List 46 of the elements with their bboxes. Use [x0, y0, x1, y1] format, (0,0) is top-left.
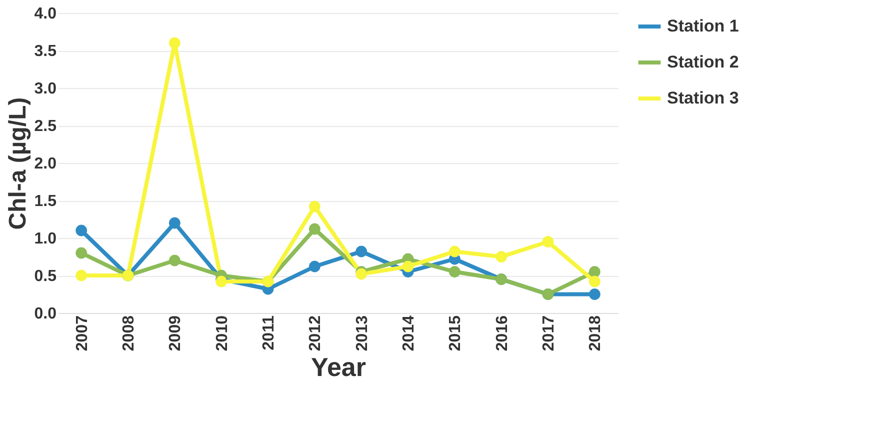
y-tick-label: 1.5	[34, 193, 57, 210]
x-tick-label: 2011	[260, 315, 278, 350]
point	[356, 268, 368, 280]
point	[308, 260, 320, 272]
point	[588, 288, 600, 300]
x-tick-label: 2007	[74, 315, 91, 352]
x-tick-label: 2014	[400, 315, 418, 352]
point	[542, 236, 554, 248]
point	[356, 246, 368, 258]
point	[168, 37, 180, 49]
x-tick-label: 2009	[167, 315, 184, 352]
point	[168, 254, 180, 266]
point	[588, 266, 600, 278]
y-tick-label: 2.0	[34, 156, 57, 172]
y-tick-label: 3.0	[34, 80, 57, 98]
y-tick-label: 4.0	[34, 6, 57, 22]
x-tick-label: 2015	[447, 315, 464, 352]
y-tick-label: 0.5	[34, 268, 57, 285]
point	[308, 200, 320, 212]
x-tick-label: 2018	[587, 315, 604, 352]
point	[448, 246, 460, 258]
point	[588, 276, 600, 288]
x-axis-title: Year	[311, 352, 366, 382]
point	[216, 276, 228, 288]
legend-label: Station 1	[667, 16, 739, 36]
legend-label: Station 3	[667, 88, 739, 108]
y-tick-label: 1.0	[34, 230, 57, 248]
x-tick-label: 2008	[120, 315, 138, 352]
point	[76, 247, 88, 259]
point	[448, 266, 460, 278]
point	[402, 260, 414, 272]
x-tick-label: 2017	[540, 315, 558, 352]
point	[76, 224, 88, 236]
x-tick-label: 2012	[307, 315, 324, 352]
point	[168, 217, 180, 229]
legend-label: Station 2	[667, 52, 739, 72]
point	[76, 270, 88, 282]
x-tick-label: 2016	[494, 315, 511, 352]
x-tick-label: 2010	[214, 315, 231, 352]
point	[308, 223, 320, 235]
y-tick-label: 0.0	[34, 306, 57, 322]
y-tick-label: 3.5	[34, 43, 57, 60]
y-axis-title: Chl-a (µg/L)	[4, 97, 32, 230]
y-tick-label: 2.5	[34, 118, 57, 135]
point	[496, 251, 508, 262]
x-tick-label: 2013	[354, 315, 371, 352]
